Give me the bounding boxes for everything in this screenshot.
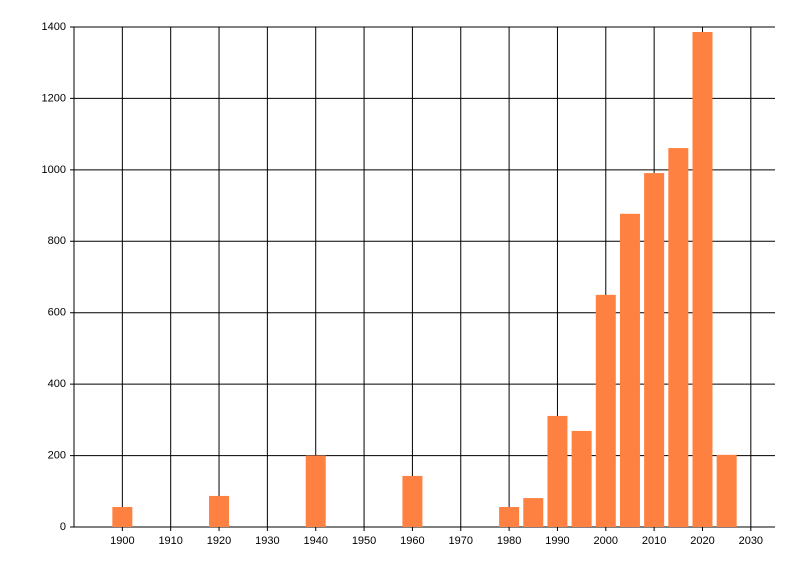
y-tick-label: 0 <box>60 521 66 533</box>
x-tick-label: 1970 <box>449 535 473 547</box>
x-tick-label: 1950 <box>352 535 376 547</box>
bar <box>402 475 423 527</box>
x-tick-label: 1930 <box>255 535 279 547</box>
bar <box>499 507 520 527</box>
x-tick-label: 2020 <box>690 535 714 547</box>
bar <box>692 32 713 527</box>
bar <box>668 148 689 528</box>
y-tick-label: 200 <box>48 449 66 461</box>
x-tick-label: 1920 <box>207 535 231 547</box>
bar <box>644 173 665 528</box>
x-tick-label: 1990 <box>545 535 569 547</box>
y-tick-label: 800 <box>48 235 66 247</box>
y-tick-label: 1200 <box>42 92 66 104</box>
x-tick-label: 2000 <box>594 535 618 547</box>
y-tick-label: 1400 <box>42 21 66 33</box>
x-tick-label: 1910 <box>158 535 182 547</box>
y-tick-label: 1000 <box>42 164 66 176</box>
x-tick-label: 1960 <box>400 535 424 547</box>
x-tick-label: 1900 <box>110 535 134 547</box>
bar <box>619 213 640 528</box>
bar <box>571 430 592 527</box>
x-tick-label: 1940 <box>303 535 327 547</box>
bar <box>547 415 568 527</box>
x-tick-label: 1980 <box>497 535 521 547</box>
y-tick-label: 600 <box>48 307 66 319</box>
x-tick-label: 2030 <box>739 535 763 547</box>
bar <box>305 455 326 527</box>
y-tick-label: 400 <box>48 378 66 390</box>
bar <box>112 507 133 527</box>
bar <box>209 495 230 527</box>
bar <box>523 498 544 527</box>
x-tick-label: 2010 <box>642 535 666 547</box>
bar <box>595 294 616 527</box>
bar <box>716 454 737 527</box>
